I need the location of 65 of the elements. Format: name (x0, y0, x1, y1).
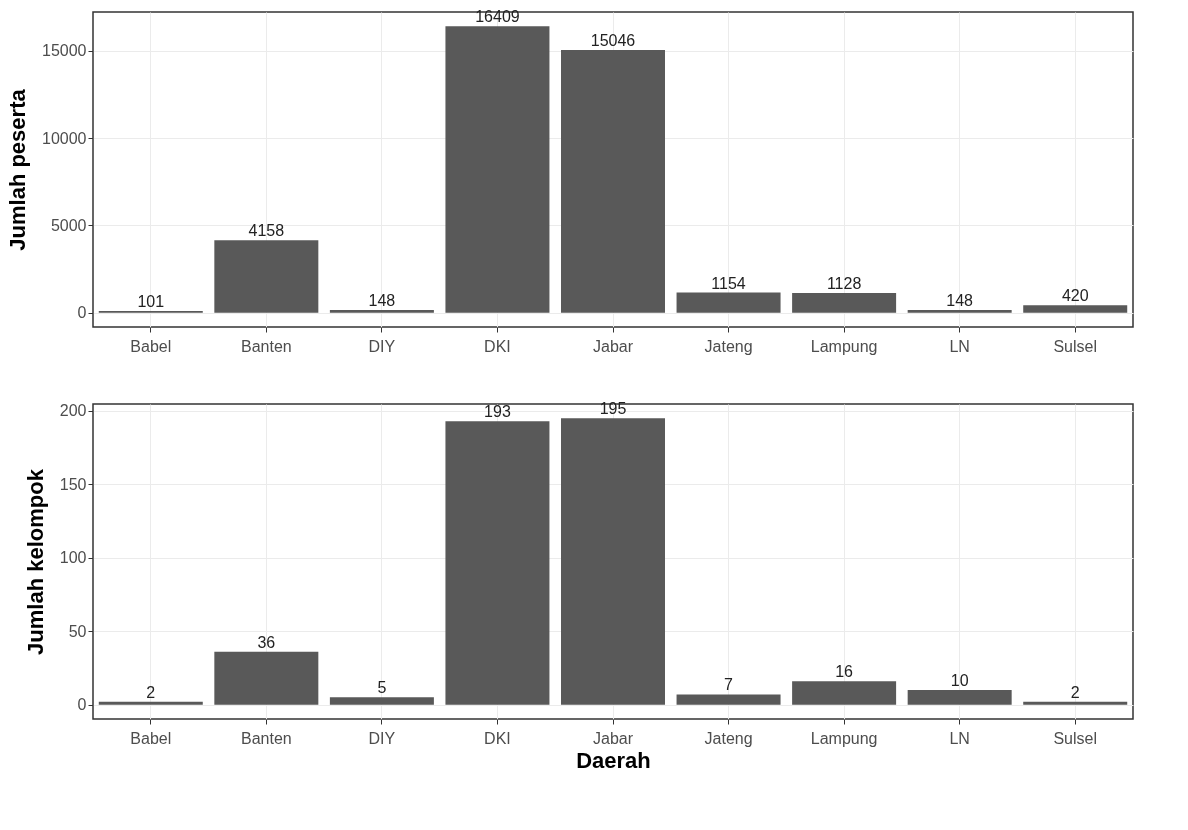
data-label: 7 (724, 676, 734, 694)
y-tick-label: 15000 (42, 42, 87, 60)
data-label: 2 (146, 683, 156, 701)
x-tick-label: DIY (368, 337, 396, 355)
bar (1023, 701, 1128, 705)
data-label: 36 (257, 633, 276, 651)
bar (561, 50, 665, 313)
y-axis-title: Jumlah kelompok (22, 468, 48, 655)
y-tick-label: 0 (77, 696, 87, 714)
bar (329, 310, 434, 313)
y-tick-label: 50 (68, 622, 87, 640)
x-tick-label: DKI (484, 729, 511, 747)
y-tick-label: 10000 (42, 129, 87, 147)
bar (676, 292, 781, 313)
data-label: 148 (946, 292, 974, 310)
x-tick-label: Sulsel (1053, 729, 1098, 747)
data-label: 195 (599, 400, 627, 418)
data-label: 193 (484, 403, 511, 421)
data-label: 4158 (248, 222, 285, 240)
y-tick-label: 100 (59, 549, 87, 567)
x-tick-label: DIY (368, 729, 396, 747)
bar (907, 690, 1012, 705)
bar (792, 293, 897, 313)
bar (1023, 305, 1128, 313)
x-axis-title: Daerah (576, 747, 651, 773)
y-axis-title: Jumlah peserta (5, 88, 31, 251)
x-tick-label: Sulsel (1053, 337, 1098, 355)
bar (214, 651, 319, 705)
bar (792, 681, 897, 705)
bar (445, 26, 550, 313)
y-tick-label: 5000 (50, 216, 87, 234)
x-tick-label: Jateng (704, 337, 753, 355)
bar (329, 697, 434, 705)
data-label: 5 (377, 679, 387, 697)
data-label: 10 (950, 672, 969, 689)
x-tick-label: LN (949, 337, 970, 355)
x-tick-label: Lampung (810, 337, 878, 355)
bar (676, 694, 781, 705)
x-tick-label: Jabar (592, 729, 634, 747)
x-tick-label: Jabar (592, 337, 634, 355)
data-label: 420 (1061, 287, 1089, 305)
x-tick-label: Babel (130, 729, 172, 747)
x-tick-label: Banten (240, 337, 292, 355)
y-tick-label: 200 (59, 402, 87, 420)
bar (214, 240, 319, 313)
x-tick-label: Lampung (810, 729, 878, 747)
data-label: 1128 (826, 275, 862, 292)
x-tick-label: LN (949, 729, 970, 747)
bar (561, 418, 665, 705)
data-label: 101 (137, 292, 165, 310)
data-label: 16409 (475, 8, 520, 26)
x-tick-label: DKI (484, 337, 511, 355)
bar (907, 310, 1012, 313)
data-label: 1154 (711, 274, 746, 292)
bar (98, 701, 203, 705)
data-label: 148 (368, 292, 396, 310)
y-tick-label: 150 (59, 475, 87, 493)
x-tick-label: Banten (240, 729, 292, 747)
data-label: 2 (1070, 683, 1080, 701)
data-label: 16 (835, 663, 854, 681)
bar (445, 421, 550, 705)
x-tick-label: Babel (130, 337, 172, 355)
x-tick-label: Jateng (704, 729, 753, 747)
data-label: 15046 (590, 32, 636, 50)
y-tick-label: 0 (77, 304, 87, 322)
